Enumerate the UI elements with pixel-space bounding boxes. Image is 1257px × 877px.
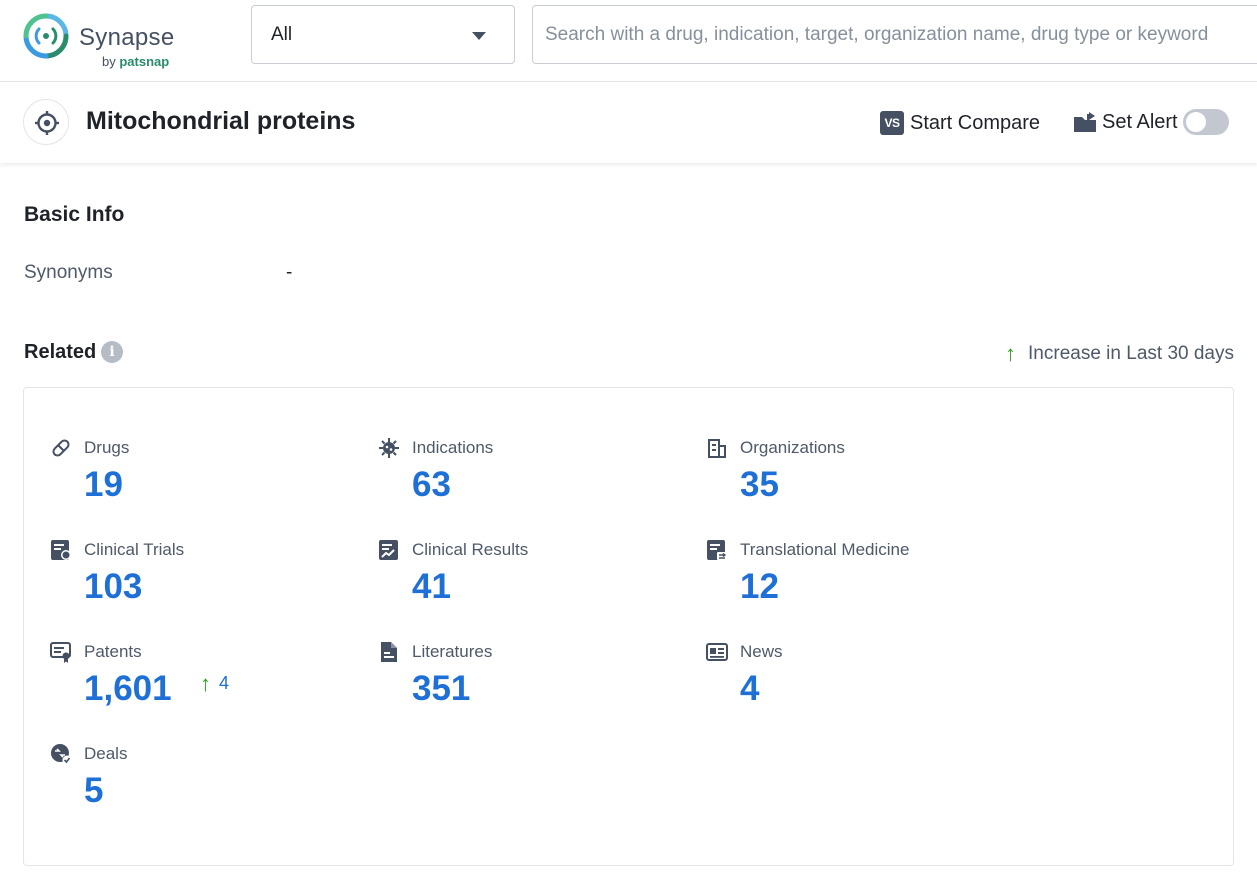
stat-value[interactable]: 19 xyxy=(84,465,123,505)
info-icon[interactable]: i xyxy=(101,341,123,363)
search-input[interactable] xyxy=(545,6,1257,63)
stat-value[interactable]: 35 xyxy=(740,465,779,505)
stat-label: Deals xyxy=(84,744,127,764)
stat-label: Organizations xyxy=(740,438,845,458)
increase-arrow-icon: ↑ xyxy=(1005,341,1016,367)
building-icon xyxy=(706,437,728,459)
stat-label: Drugs xyxy=(84,438,129,458)
clinical-trial-icon xyxy=(50,539,72,561)
stat-deals[interactable]: Deals 5 xyxy=(50,743,350,833)
stat-value[interactable]: 63 xyxy=(412,465,451,505)
alert-toggle[interactable] xyxy=(1183,109,1229,135)
news-icon xyxy=(706,641,728,663)
increase-value: 4 xyxy=(219,673,229,694)
logo-brand: patsnap xyxy=(119,54,169,69)
stat-translational-medicine[interactable]: Translational Medicine 12 xyxy=(706,539,1006,629)
stat-label: Literatures xyxy=(412,642,492,662)
related-card: Drugs 19 Indications 63 Organizations 35 xyxy=(23,387,1234,866)
stat-value[interactable]: 103 xyxy=(84,567,142,607)
set-alert-label: Set Alert xyxy=(1102,111,1178,134)
stat-value[interactable]: 12 xyxy=(740,567,779,607)
translational-doc-icon xyxy=(706,539,728,561)
set-alert-button[interactable]: Set Alert xyxy=(1073,108,1178,136)
stat-value[interactable]: 4 xyxy=(740,669,759,709)
stat-value[interactable]: 5 xyxy=(84,771,103,811)
deal-icon xyxy=(50,743,72,765)
synapse-logo-icon xyxy=(22,12,70,60)
target-icon xyxy=(34,110,60,136)
stat-label: Clinical Trials xyxy=(84,540,184,560)
start-compare-label: Start Compare xyxy=(910,112,1040,135)
synapse-logo[interactable]: Synapse by patsnap xyxy=(22,12,182,62)
increase-legend-text: Increase in Last 30 days xyxy=(1028,343,1234,365)
literature-icon xyxy=(378,641,400,663)
stat-value[interactable]: 41 xyxy=(412,567,451,607)
chart-doc-icon xyxy=(378,539,400,561)
caret-down-icon xyxy=(472,32,486,40)
pill-icon xyxy=(50,437,72,459)
search-scope-value: All xyxy=(271,24,292,46)
increase-arrow-icon: ↑ xyxy=(200,671,211,697)
patent-icon xyxy=(50,641,72,663)
logo-byline: by patsnap xyxy=(102,54,169,69)
stat-organizations[interactable]: Organizations 35 xyxy=(706,437,1006,527)
stat-label: Translational Medicine xyxy=(740,540,909,560)
alert-bell-icon xyxy=(1073,111,1097,133)
stat-label: Clinical Results xyxy=(412,540,528,560)
search-box xyxy=(532,5,1257,64)
stat-indications[interactable]: Indications 63 xyxy=(378,437,678,527)
stat-drugs[interactable]: Drugs 19 xyxy=(50,437,350,527)
stat-clinical-trials[interactable]: Clinical Trials 103 xyxy=(50,539,350,629)
page-title: Mitochondrial proteins xyxy=(86,107,355,136)
top-bar: Synapse by patsnap All xyxy=(0,0,1257,82)
stat-label: Patents xyxy=(84,642,142,662)
stat-literatures[interactable]: Literatures 351 xyxy=(378,641,678,731)
compare-vs-icon: VS xyxy=(880,111,904,135)
stat-label: News xyxy=(740,642,783,662)
stat-clinical-results[interactable]: Clinical Results 41 xyxy=(378,539,678,629)
toggle-knob xyxy=(1186,112,1206,132)
patents-increase[interactable]: ↑ 4 xyxy=(200,671,229,697)
logo-by: by xyxy=(102,54,116,69)
stat-news[interactable]: News 4 xyxy=(706,641,1006,731)
synonyms-value: - xyxy=(286,262,292,284)
start-compare-button[interactable]: VS Start Compare xyxy=(880,110,1040,136)
target-badge xyxy=(23,99,69,145)
basic-info-heading: Basic Info xyxy=(24,203,124,227)
entity-title-bar: Mitochondrial proteins VS Start Compare … xyxy=(0,83,1257,163)
virus-icon xyxy=(378,437,400,459)
stat-value[interactable]: 1,601 xyxy=(84,669,172,709)
related-heading: Related xyxy=(24,341,96,364)
stat-value[interactable]: 351 xyxy=(412,669,470,709)
stat-label: Indications xyxy=(412,438,493,458)
increase-legend: ↑ Increase in Last 30 days xyxy=(1005,341,1234,367)
synonyms-label: Synonyms xyxy=(24,262,113,284)
logo-wordmark: Synapse xyxy=(79,24,175,52)
search-scope-select[interactable]: All xyxy=(251,5,515,64)
stat-patents[interactable]: Patents 1,601 ↑ 4 xyxy=(50,641,350,731)
